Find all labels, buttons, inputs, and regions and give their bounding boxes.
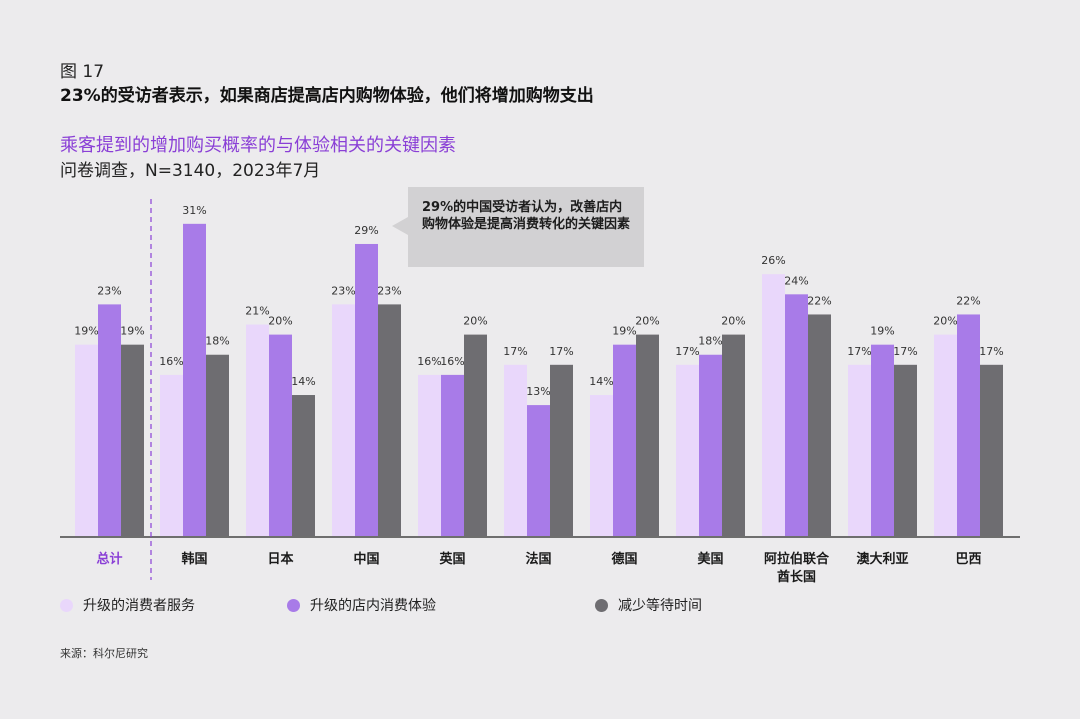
category-label: 巴西 [955,552,981,567]
legend-item-service: 升级的消费者服务 [60,595,195,615]
category-label: 德国 [611,551,637,567]
data-label: 18% [205,335,229,348]
data-label: 16% [159,355,183,368]
bar [808,314,831,536]
bar [590,395,613,536]
data-label: 17% [675,345,699,358]
source-note: 来源：科尔尼研究 [60,647,148,660]
data-label: 17% [503,345,527,358]
data-label: 23% [377,284,401,297]
legend-swatch-wait [595,598,608,612]
data-label: 19% [120,325,144,338]
data-label: 20% [933,315,957,328]
category-label: 日本 [267,551,293,567]
bar [292,395,315,536]
legend-label-wait: 减少等待时间 [618,598,702,614]
category-label: 英国 [438,551,465,567]
data-label: 17% [893,345,917,358]
bar [848,364,871,536]
bar [504,364,527,536]
bar [98,304,121,536]
legend-swatch-service [60,598,73,612]
figure-label: 图 17 [60,62,105,82]
data-label: 20% [268,315,292,328]
data-label: 21% [245,305,269,318]
data-label: 16% [417,355,441,368]
bar [527,405,550,536]
category-label: 美国 [697,551,723,567]
data-label: 31% [182,204,206,217]
bar [269,334,292,536]
bar [676,364,699,536]
category-label: 酋长国 [777,569,816,585]
data-label: 20% [463,315,487,328]
bar [441,374,464,536]
bar [418,374,441,536]
bar [785,294,808,536]
data-label: 17% [549,345,573,358]
survey-info: 问卷调查，N=3140，2023年7月 [60,161,321,181]
bar [206,354,229,536]
data-label: 24% [784,274,808,287]
legend: 升级的消费者服务 升级的店内消费体验 减少等待时间 [0,595,1080,615]
bar [699,354,722,536]
data-label: 16% [440,355,464,368]
data-label: 18% [698,335,722,348]
data-label: 23% [97,284,121,297]
callout-arrow [392,217,408,235]
legend-label-instore: 升级的店内消费体验 [310,598,436,614]
data-label: 29% [354,224,378,237]
data-label: 19% [870,325,894,338]
bar [871,344,894,536]
callout-text: 29%的中国受访者认为，改善店内购物体验是提高消费转化的关键因素 [422,200,631,232]
bar [957,314,980,536]
data-label: 20% [635,315,659,328]
bar [464,334,487,536]
category-label: 阿拉伯联合 [764,551,830,567]
bar [636,334,659,536]
data-label: 19% [74,325,98,338]
chart-subtitle: 乘客提到的增加购买概率的与体验相关的关键因素 [60,135,456,156]
bar [980,364,1003,536]
legend-label-service: 升级的消费者服务 [83,598,195,614]
data-label: 14% [589,375,613,388]
bar [246,324,269,536]
data-label: 19% [612,325,636,338]
data-label: 17% [847,345,871,358]
bar [894,364,917,536]
data-label: 13% [526,385,550,398]
data-label: 22% [956,294,980,307]
bar [121,344,144,536]
bar [722,334,745,536]
bar [550,364,573,536]
bar [160,374,183,536]
bar [355,243,378,536]
bar [934,334,957,536]
bar [75,344,98,536]
data-label: 22% [807,294,831,307]
category-label: 中国 [353,551,379,567]
data-label: 14% [291,375,315,388]
data-label: 23% [331,284,355,297]
category-label: 澳大利亚 [856,551,908,567]
bar [183,223,206,536]
bar [378,304,401,536]
bar [613,344,636,536]
headline: 23%的受访者表示，如果商店提高店内购物体验，他们将增加购物支出 [60,86,594,106]
category-label: 法国 [525,551,551,567]
data-label: 20% [721,315,745,328]
category-label: 总计 [96,551,122,567]
legend-swatch-instore [287,598,300,612]
callout-box: 29%的中国受访者认为，改善店内购物体验是提高消费转化的关键因素 [392,187,644,267]
category-label: 韩国 [181,551,207,567]
legend-item-wait: 减少等待时间 [595,595,702,615]
bar [332,304,355,536]
bar [762,274,785,536]
data-label: 17% [979,345,1003,358]
data-label: 26% [761,254,785,267]
legend-item-instore: 升级的店内消费体验 [287,595,436,615]
